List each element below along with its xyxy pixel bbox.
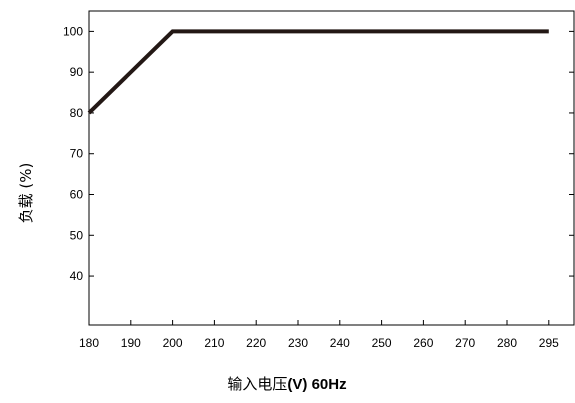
- x-tick-label: 230: [288, 336, 308, 350]
- y-tick-label: 100: [63, 24, 83, 38]
- y-axis-ticks: 100 90 80 70 60 50 40: [63, 24, 574, 283]
- y-tick-label: 90: [70, 65, 84, 79]
- y-tick-label: 50: [70, 228, 84, 242]
- x-tick-label: 240: [330, 336, 350, 350]
- x-tick-label: 220: [246, 336, 266, 350]
- x-tick-label: 260: [413, 336, 433, 350]
- x-tick-label: 200: [163, 336, 183, 350]
- x-axis-ticks: 180 190 200 210 220 230 240 250 260 270 280 295: [79, 320, 559, 350]
- x-tick-label: 280: [497, 336, 517, 350]
- x-tick-label: 190: [121, 336, 141, 350]
- y-axis-title: 负载 (%): [17, 163, 35, 224]
- y-tick-label: 80: [70, 106, 84, 120]
- y-tick-label: 70: [70, 147, 84, 161]
- x-tick-label: 180: [79, 336, 99, 350]
- y-tick-label: 40: [70, 269, 84, 283]
- plot-frame: [88, 10, 575, 326]
- x-tick-label: 270: [455, 336, 475, 350]
- x-tick-label: 250: [372, 336, 392, 350]
- x-tick-label: 295: [539, 336, 559, 350]
- x-tick-label: 210: [204, 336, 224, 350]
- x-axis-title: 输入电压(V) 60Hz: [227, 375, 346, 393]
- series-group: [87, 29, 549, 115]
- y-tick-label: 60: [70, 188, 84, 202]
- load-line: [87, 29, 549, 115]
